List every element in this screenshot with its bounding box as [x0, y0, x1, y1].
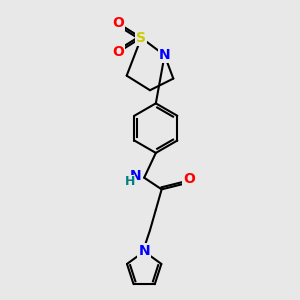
Text: N: N [159, 48, 170, 62]
Text: O: O [183, 172, 195, 186]
Text: S: S [136, 31, 146, 45]
Text: N: N [138, 244, 150, 259]
Text: O: O [112, 45, 124, 59]
Text: O: O [112, 16, 124, 30]
Text: H: H [124, 175, 135, 188]
Text: N: N [130, 169, 142, 183]
